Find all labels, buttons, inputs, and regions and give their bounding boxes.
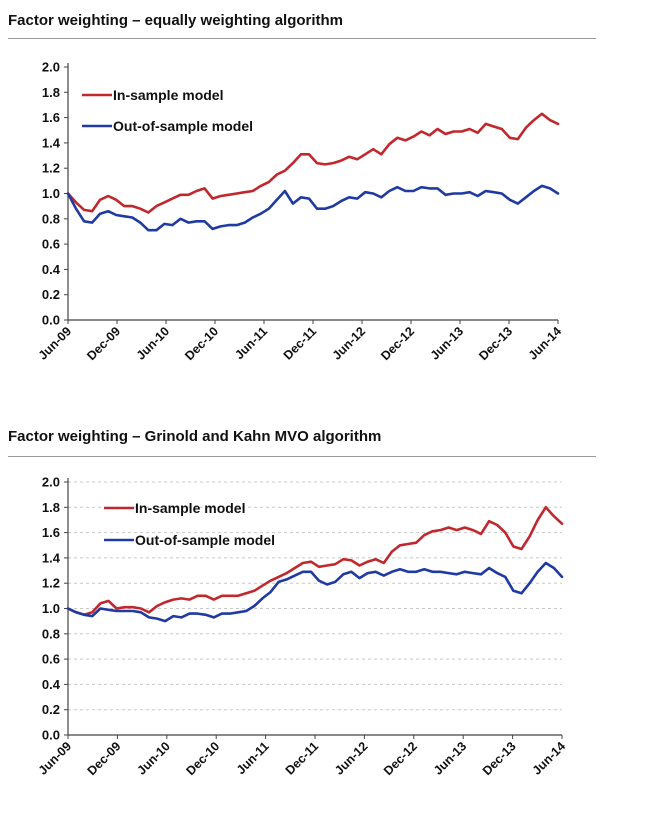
x-tick-label: Jun-14 [530, 739, 568, 777]
legend-label: In-sample model [113, 87, 223, 103]
x-tick-label: Jun-13 [428, 324, 466, 362]
y-tick-label: 0.6 [42, 652, 60, 667]
y-tick-label: 0.4 [42, 262, 61, 277]
x-tick-label: Jun-10 [135, 739, 173, 777]
series-line-in-sample [66, 506, 564, 617]
y-tick-label: 1.8 [42, 500, 60, 515]
y-tick-label: 1.8 [42, 85, 60, 100]
y-tick-label: 0.8 [42, 211, 60, 226]
y-tick-label: 0.8 [42, 626, 60, 641]
x-tick-label: Jun-11 [234, 739, 272, 777]
y-tick-label: 2.0 [42, 475, 60, 490]
chart-title: Factor weighting – equally weighting alg… [8, 12, 344, 29]
y-tick-label: 0.0 [42, 313, 60, 328]
x-tick-label: Jun-09 [36, 324, 74, 362]
line-chart-mvo: 0.0 0.2 0.4 0.6 0.8 1.0 1.2 1.4 1.6 1.8 2.0 Jun-09 D… [36, 475, 568, 779]
y-tick-label: 0.2 [42, 702, 60, 717]
line-chart-equal-weighting: 0.0 0.2 0.4 0.6 0.8 1.0 1.2 1.4 1.6 1.8 2.0 Jun-09 D… [36, 60, 564, 364]
x-tick-label: Dec-13 [476, 324, 515, 363]
chart-title: Factor weighting – Grinold and Kahn MVO … [8, 428, 382, 445]
x-tick-label: Jun-12 [332, 739, 370, 777]
y-tick-label: 2.0 [42, 60, 60, 75]
x-tick-label: Jun-11 [232, 324, 270, 362]
x-tick-label: Jun-12 [330, 324, 368, 362]
x-tick-label: Dec-10 [182, 324, 221, 363]
y-tick-label: 0.6 [42, 237, 60, 252]
x-tick-label: Jun-09 [36, 739, 74, 777]
title-divider [8, 38, 596, 39]
x-tick-label: Dec-11 [283, 739, 321, 777]
legend-label: Out-of-sample model [135, 532, 275, 548]
y-tick-label: 0.2 [42, 287, 60, 302]
series-line-out-of-sample [66, 561, 564, 623]
y-tick-label: 0.4 [42, 677, 61, 692]
x-tick-label: Dec-13 [480, 739, 519, 778]
title-divider [8, 456, 596, 457]
x-tick-label: Jun-10 [134, 324, 172, 362]
x-tick-label: Dec-11 [281, 324, 319, 362]
series-line-in-sample [66, 112, 560, 214]
y-tick-label: 1.2 [42, 161, 60, 176]
legend-label: Out-of-sample model [113, 118, 253, 134]
y-tick-label: 1.6 [42, 525, 60, 540]
y-tick-label: 1.0 [42, 601, 60, 616]
series-line-out-of-sample [66, 184, 560, 232]
x-tick-label: Dec-12 [378, 324, 417, 363]
legend-label: In-sample model [135, 500, 245, 516]
x-tick-label: Dec-10 [183, 739, 222, 778]
y-tick-label: 1.6 [42, 110, 60, 125]
y-tick-label: 0.0 [42, 728, 60, 743]
x-tick-label: Dec-09 [85, 739, 124, 778]
x-tick-label: Jun-14 [526, 324, 564, 362]
y-tick-label: 1.4 [42, 550, 61, 565]
x-tick-label: Dec-12 [381, 739, 420, 778]
y-tick-label: 1.2 [42, 576, 60, 591]
y-tick-label: 1.0 [42, 186, 60, 201]
y-tick-label: 1.4 [42, 135, 61, 150]
x-tick-label: Dec-09 [84, 324, 123, 363]
x-tick-label: Jun-13 [431, 739, 469, 777]
